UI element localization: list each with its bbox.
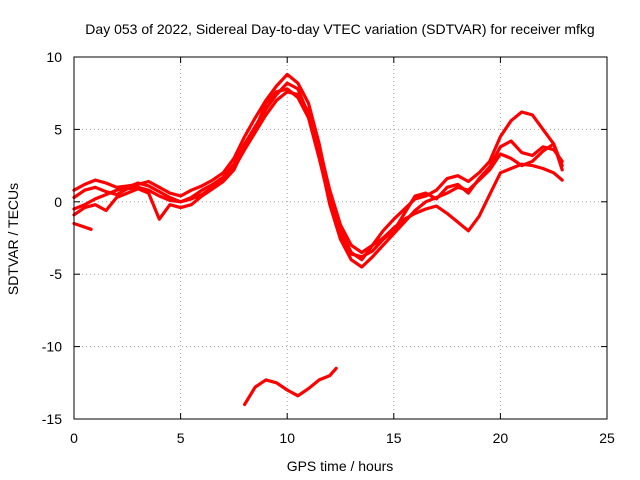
grid xyxy=(74,57,607,419)
x-axis-title: GPS time / hours xyxy=(287,458,394,474)
series-group xyxy=(72,72,564,407)
y-axis-title: SDTVAR / TECUs xyxy=(5,183,21,295)
y-tick-label: 10 xyxy=(46,49,62,65)
plot-frame xyxy=(73,56,608,420)
series-line-sat-track-3 xyxy=(72,90,564,255)
x-tick-label: 25 xyxy=(599,430,615,446)
x-tick-label: 0 xyxy=(70,430,78,446)
x-tick-labels: 0 5 10 15 20 25 xyxy=(70,430,615,446)
series-line-sat-track-4 xyxy=(72,87,564,259)
y-tick-label: 5 xyxy=(54,121,62,137)
x-tick-label: 5 xyxy=(177,430,185,446)
y-tick-label: -5 xyxy=(50,266,63,282)
y-tick-label: -10 xyxy=(42,339,62,355)
chart-title: Day 053 of 2022, Sidereal Day-to-day VTE… xyxy=(85,21,594,37)
x-tick-label: 10 xyxy=(279,430,295,446)
axis-ticks xyxy=(73,56,608,420)
series-line-sat-track-5 xyxy=(72,221,93,231)
series-line-sat-track-6 xyxy=(243,366,338,407)
x-tick-label: 20 xyxy=(493,430,509,446)
y-tick-label: 0 xyxy=(54,194,62,210)
y-tick-labels: -15 -10 -5 0 5 10 xyxy=(42,49,62,427)
y-tick-label: -15 xyxy=(42,411,62,427)
x-tick-label: 15 xyxy=(386,430,402,446)
